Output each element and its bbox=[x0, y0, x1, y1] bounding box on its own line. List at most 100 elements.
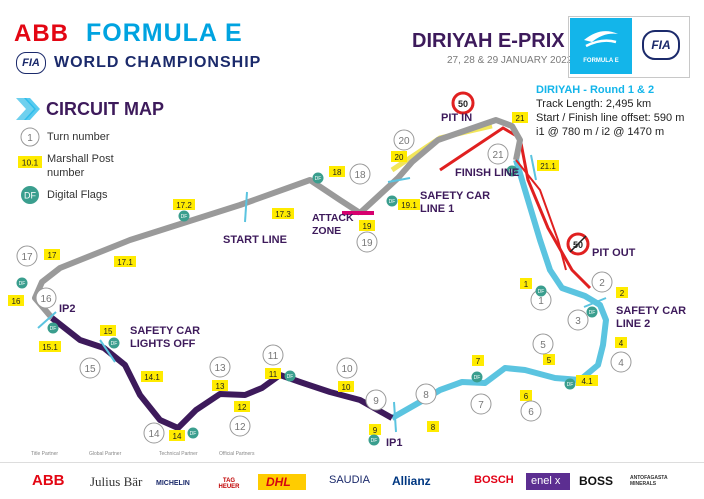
turn-number: 15 bbox=[84, 364, 96, 375]
logo-box bbox=[568, 16, 690, 78]
marshall-post: 4.1 bbox=[576, 375, 598, 386]
event-dates: 27, 28 & 29 JANUARY 2022 bbox=[447, 55, 573, 66]
turn-number: 14 bbox=[148, 429, 160, 440]
turn-marker: 10 bbox=[336, 357, 358, 379]
marshall-post-number: 21.1 bbox=[540, 162, 556, 171]
sc-lights-mark bbox=[99, 339, 116, 363]
digital-flag-text: DF bbox=[509, 169, 516, 175]
marshall-post-number: 9 bbox=[373, 426, 378, 435]
marshall-post: 2 bbox=[616, 287, 628, 298]
world-championship-text: WORLD CHAMPIONSHIP bbox=[54, 54, 262, 71]
chevron-right-icon bbox=[16, 98, 40, 120]
speed-limit-sign-pit-out: 50 bbox=[566, 232, 590, 256]
partner-caption-technical: Technical Partner bbox=[159, 451, 198, 457]
attack-zone-label-a: ATTACK bbox=[312, 212, 354, 224]
legend-flag-sample: DF bbox=[24, 191, 36, 201]
turn-marker: 21 bbox=[487, 143, 509, 165]
marshall-post: 1 bbox=[520, 278, 532, 289]
legend-turn-label: Turn number bbox=[47, 131, 110, 143]
digital-flag-text: DF bbox=[287, 374, 294, 380]
turn-number: 17 bbox=[21, 252, 33, 263]
marshall-post: 10 bbox=[338, 381, 354, 392]
legend-post-sample: 10.1 bbox=[22, 158, 39, 168]
legend-post-label-2: number bbox=[47, 167, 85, 179]
marshall-post: 17.2 bbox=[173, 199, 195, 210]
finish-line-mark bbox=[530, 154, 537, 181]
turn-number: 11 bbox=[268, 351, 279, 362]
pit-out-label: PIT OUT bbox=[592, 247, 636, 259]
sc-line-1-mark bbox=[387, 177, 411, 183]
marshall-post-number: 8 bbox=[431, 423, 436, 432]
partner-enel-bg bbox=[526, 473, 570, 490]
partner-dhl-logo: DHL bbox=[266, 475, 291, 489]
legend-symbols: 1 10.1 DF bbox=[18, 127, 42, 204]
legend-post-label-1: Marshall Post bbox=[47, 153, 114, 165]
formula-e-swoosh-icon bbox=[584, 31, 618, 48]
marshall-post-number: 16 bbox=[12, 297, 21, 306]
digital-flag-icon: DF bbox=[506, 165, 518, 177]
marshall-post: 21.1 bbox=[537, 160, 559, 171]
turn-marker: 2 bbox=[591, 271, 613, 293]
legend-turn-circle bbox=[20, 127, 40, 147]
partner-dhl-bg bbox=[258, 474, 306, 490]
turn-number: 5 bbox=[540, 340, 546, 351]
marshall-post-number: 7 bbox=[476, 357, 481, 366]
digital-flag-text: DF bbox=[538, 289, 545, 295]
turn-number: 9 bbox=[373, 396, 379, 407]
turn-number: 13 bbox=[214, 363, 226, 374]
digital-flag-icon: DF bbox=[471, 371, 483, 383]
turn-number: 16 bbox=[40, 294, 52, 305]
marshall-post-number: 17.2 bbox=[176, 201, 192, 210]
digital-flag-icon: DF bbox=[386, 195, 398, 207]
turn-marker: 4 bbox=[610, 351, 632, 373]
partner-saudia-logo: SAUDIA bbox=[329, 474, 370, 486]
marshall-post-number: 14 bbox=[173, 432, 182, 441]
marshall-post: 8 bbox=[427, 421, 439, 432]
partner-bosch-logo: BOSCH bbox=[474, 474, 514, 486]
event-title: DIRIYAH E-PRIX bbox=[412, 30, 565, 52]
digital-flag-text: DF bbox=[181, 214, 188, 220]
legend-post-box bbox=[18, 156, 42, 168]
turn-number: 6 bbox=[528, 407, 534, 418]
sc-lights-label-b: LIGHTS OFF bbox=[130, 338, 196, 350]
turn-number: 3 bbox=[575, 316, 581, 327]
marshall-post-number: 2 bbox=[620, 289, 625, 298]
digital-flag-text: DF bbox=[567, 382, 574, 388]
marshall-post: 7 bbox=[472, 355, 484, 366]
turn-number: 21 bbox=[492, 150, 504, 161]
finish-line-label: FINISH LINE bbox=[455, 167, 519, 179]
partner-caption-global: Global Partner bbox=[89, 451, 122, 457]
digital-flag-icon: DF bbox=[187, 427, 199, 439]
marshall-post: 12 bbox=[234, 401, 250, 412]
pit-lane bbox=[439, 126, 592, 290]
marshall-post-number: 12 bbox=[238, 403, 247, 412]
digital-flag-text: DF bbox=[474, 375, 481, 381]
formula-e-logo-text: FORMULA E bbox=[583, 58, 619, 64]
digital-flag-icon: DF bbox=[368, 434, 380, 446]
track-length: Track Length: 2,495 km bbox=[536, 98, 652, 110]
marshall-post: 16 bbox=[8, 295, 24, 306]
start-line-label: START LINE bbox=[223, 234, 287, 246]
marshall-posts: 1244.156789101112131414.11515.1161717.11… bbox=[8, 112, 628, 441]
digital-flag-icon: DF bbox=[178, 210, 190, 222]
marshall-post: 20 bbox=[391, 151, 407, 162]
marshall-post: 18 bbox=[329, 166, 345, 177]
turn-number: 10 bbox=[341, 364, 353, 375]
marshall-post-number: 17.1 bbox=[117, 258, 133, 267]
pit-in-label: PIT IN bbox=[441, 112, 472, 124]
turn-marker: 5 bbox=[532, 333, 554, 355]
sc-line-1-label-b: LINE 1 bbox=[420, 203, 454, 215]
turn-marker: 20 bbox=[393, 129, 415, 151]
marshall-post-number: 15 bbox=[104, 327, 113, 336]
marshall-post-number: 10 bbox=[342, 383, 351, 392]
partner-julius-baer-logo: Julius Bär bbox=[90, 474, 143, 489]
turn-number: 20 bbox=[398, 136, 410, 147]
marshall-post: 17 bbox=[44, 249, 60, 260]
marshall-post: 19 bbox=[359, 220, 375, 231]
marshall-post-number: 5 bbox=[547, 356, 552, 365]
attack-zone-label-b: ZONE bbox=[312, 225, 341, 237]
sc-line-2-label-a: SAFETY CAR bbox=[616, 305, 686, 317]
marshall-post: 13 bbox=[212, 380, 228, 391]
start-finish-offset: Start / Finish line offset: 590 m bbox=[536, 112, 685, 124]
